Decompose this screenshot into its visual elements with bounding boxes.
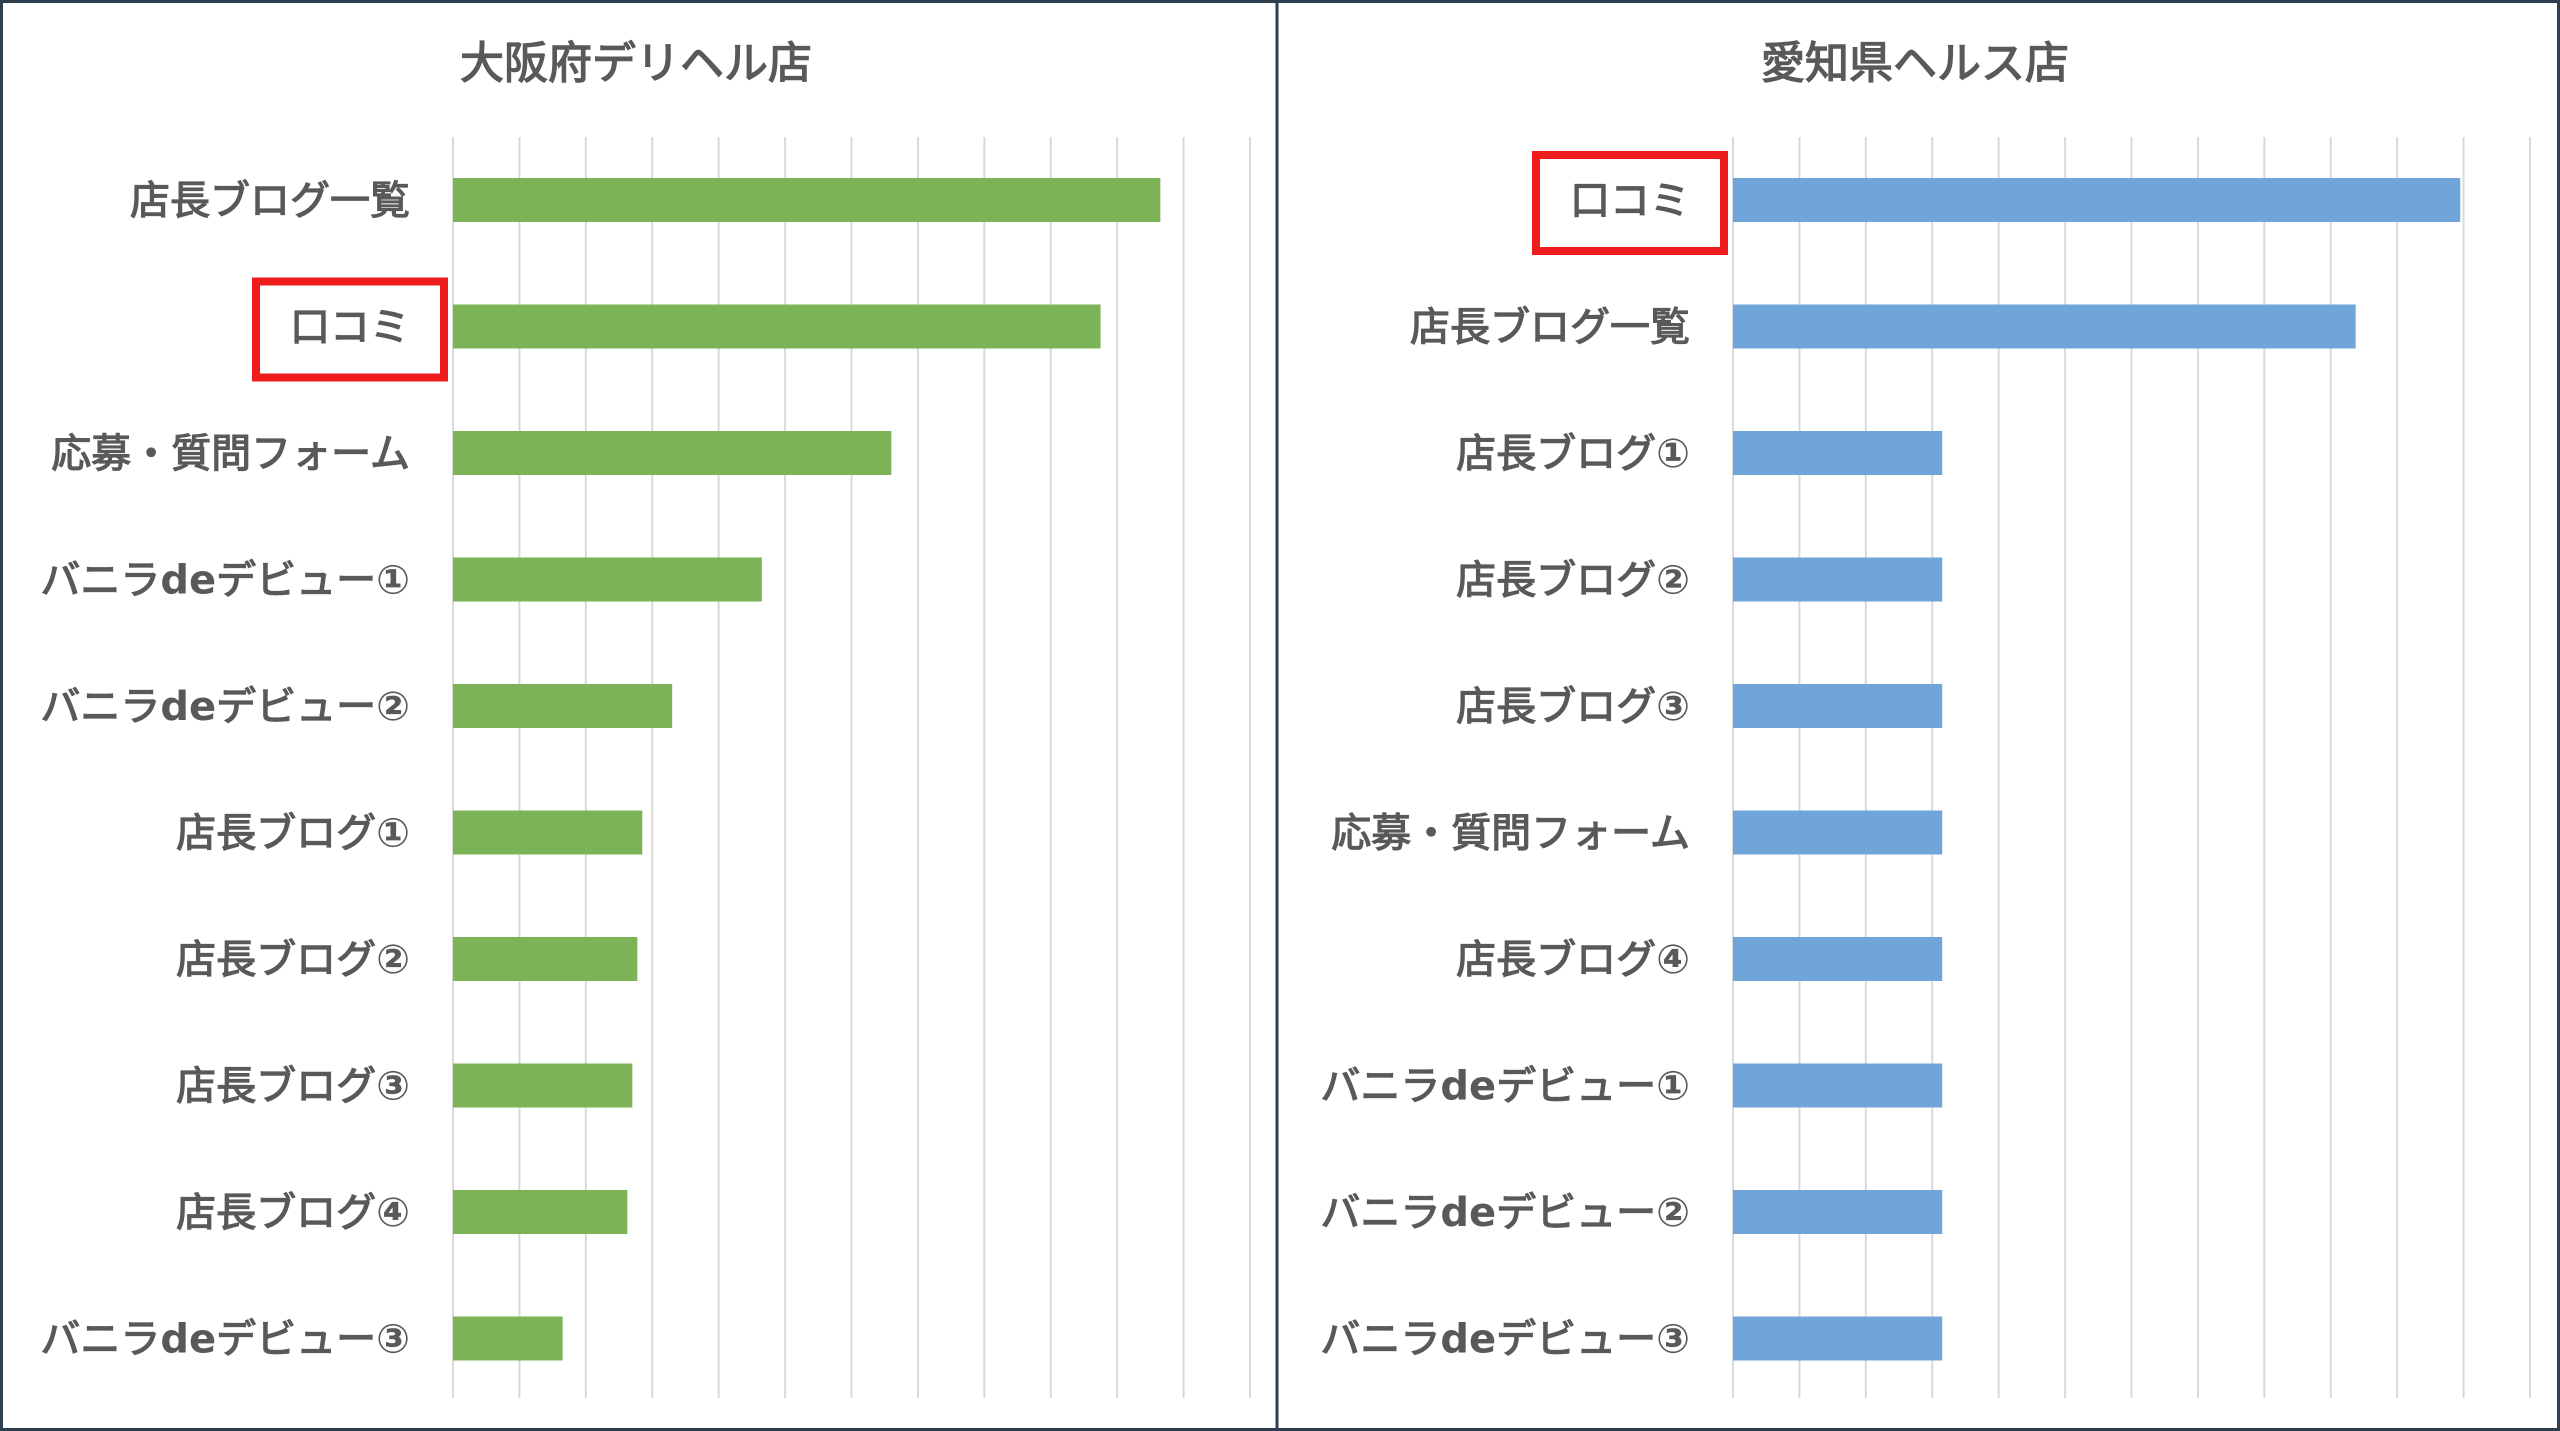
bar (1733, 304, 2356, 349)
bar (453, 1190, 628, 1234)
bar (453, 1316, 563, 1361)
category-label: 店長ブログ④ (176, 1190, 410, 1236)
category-label: 口コミ (290, 305, 410, 351)
category-label: バニラdeデビュー① (40, 558, 410, 604)
category-label: 店長ブログ③ (176, 1064, 410, 1110)
bar (453, 431, 892, 475)
bar (1733, 810, 1943, 855)
bar (1733, 684, 1943, 728)
bar (453, 304, 1101, 349)
category-label: 店長ブログ一覧 (1410, 305, 1690, 351)
category-label: 店長ブログ① (1456, 431, 1690, 477)
category-label: 店長ブログ② (1456, 558, 1690, 604)
highlight-box (252, 277, 448, 382)
category-label: バニラdeデビュー③ (1320, 1317, 1690, 1363)
highlight-box (1532, 151, 1728, 255)
bar (453, 684, 673, 728)
bar (453, 557, 762, 602)
category-label: 店長ブログ④ (1456, 937, 1690, 983)
bar (1733, 431, 1943, 475)
category-label: バニラdeデビュー③ (40, 1317, 410, 1363)
category-label: バニラdeデビュー② (40, 684, 410, 730)
category-label: 店長ブログ② (176, 937, 410, 983)
bar (1733, 1190, 1943, 1234)
category-label: バニラdeデビュー① (1320, 1064, 1690, 1110)
category-label: 店長ブログ一覧 (130, 178, 410, 224)
chart-title: 大阪府デリヘル店 (460, 38, 812, 89)
category-label: 口コミ (1570, 178, 1690, 224)
category-label: 応募・質問フォーム (1331, 811, 1690, 857)
bar (1733, 937, 1943, 981)
category-label: バニラdeデビュー② (1320, 1190, 1690, 1236)
bar (453, 1063, 633, 1108)
bar (453, 178, 1161, 222)
bar (453, 937, 638, 981)
category-label: 店長ブログ① (176, 811, 410, 857)
bar (1733, 1063, 1943, 1108)
bar (1733, 557, 1943, 602)
bar (1733, 1316, 1943, 1361)
category-label: 応募・質問フォーム (51, 431, 410, 477)
bar (453, 810, 643, 855)
category-label: 店長ブログ③ (1456, 684, 1690, 730)
chart-title: 愛知県ヘルス店 (1761, 38, 2069, 89)
bar (1733, 178, 2461, 222)
